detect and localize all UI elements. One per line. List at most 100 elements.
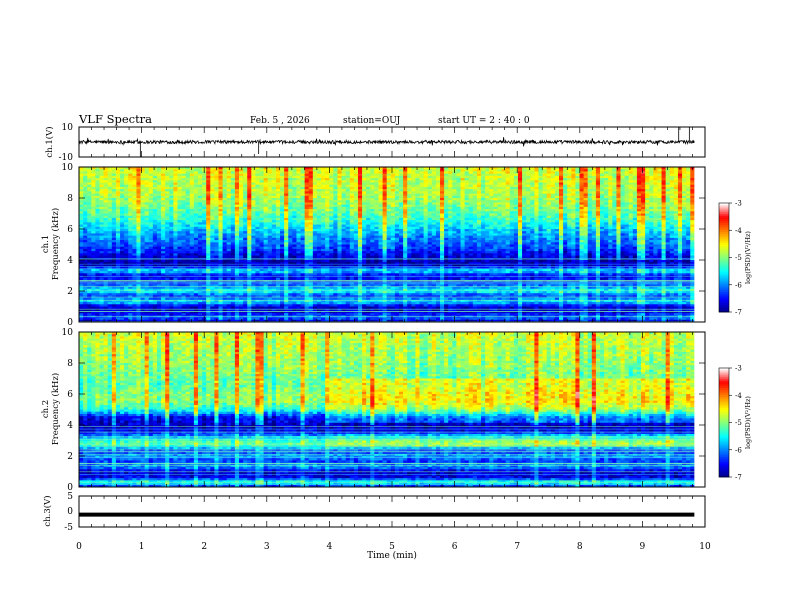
spectrogram-cell <box>493 195 498 199</box>
spectrogram-cell <box>501 171 507 175</box>
spectrogram-cell <box>83 198 88 201</box>
spectrogram-cell <box>362 198 367 201</box>
spectrogram-cell <box>608 226 613 230</box>
spectrogram-cell <box>558 173 564 177</box>
spectrogram-cell <box>476 202 482 206</box>
spectrogram-cell <box>214 173 219 177</box>
spectrogram-cell <box>222 206 228 210</box>
spectrogram-cell <box>444 211 449 214</box>
spectrogram-cell <box>415 217 420 221</box>
spectrogram-cell <box>612 200 617 203</box>
spectrogram-cell <box>120 220 125 223</box>
spectrogram-cell <box>612 215 617 219</box>
spectrogram-cell <box>444 195 449 199</box>
spectrogram-cell <box>329 235 334 239</box>
spectrogram-cell <box>238 182 244 186</box>
spectrogram-cell <box>185 195 191 199</box>
spectrogram-cell <box>546 184 552 188</box>
spectrogram-cell <box>91 193 96 197</box>
spectrogram-cell <box>550 180 556 183</box>
spectrogram-cell <box>267 167 273 170</box>
spectrogram-cell <box>288 235 293 239</box>
spectrogram-cell <box>83 211 88 214</box>
spectrogram-cell <box>669 198 675 201</box>
spectrogram-cell <box>353 193 359 197</box>
spectrogram-cell <box>304 211 310 214</box>
spectrogram-cell <box>349 171 355 175</box>
spectrogram-cell <box>653 167 658 170</box>
spectrogram-cell <box>111 191 117 194</box>
spectrogram-cell <box>202 213 207 217</box>
spectrogram-cell <box>604 191 609 194</box>
spectrogram-cell <box>645 193 650 197</box>
spectrogram-cell <box>267 191 273 194</box>
spectrogram-cell <box>407 222 412 225</box>
spectrogram-cell <box>517 233 523 237</box>
spectrogram-cell <box>247 191 252 194</box>
spectrogram-cell <box>333 173 338 177</box>
spectrogram-cell <box>595 186 601 190</box>
spectrogram-cell <box>645 220 650 223</box>
spectrogram-cell <box>124 198 129 201</box>
spectrogram-cell <box>620 193 626 197</box>
spectrogram-cell <box>571 167 576 170</box>
spectrogram-cell <box>600 235 605 239</box>
spectrogram-cell <box>243 173 248 177</box>
spectrogram-cell <box>452 235 457 239</box>
spectrogram-cell <box>300 171 306 175</box>
spectrogram-cell <box>522 189 527 192</box>
spectrogram-cell <box>464 235 470 239</box>
spectrogram-cell <box>550 171 556 175</box>
spectrogram-cell <box>423 173 429 177</box>
spectrogram-cell <box>489 171 494 175</box>
spectrogram-cell <box>403 182 408 186</box>
spectrogram-cell <box>247 229 252 232</box>
spectrogram-cell <box>534 222 539 225</box>
spectrogram-cell <box>156 224 162 228</box>
spectrogram-cell <box>321 175 326 179</box>
spectrogram-cell <box>628 184 634 188</box>
spectrogram-cell <box>103 173 109 177</box>
spectrogram-cell <box>587 198 593 201</box>
spectrogram-cell <box>177 186 182 190</box>
spectrogram-cell <box>357 184 363 188</box>
spectrogram-cell <box>554 193 560 197</box>
spectrogram-cell <box>280 198 285 201</box>
spectrogram-cell <box>222 217 228 221</box>
spectrogram-cell <box>148 202 154 206</box>
spectrogram-cell <box>111 184 117 188</box>
spectrogram-cell <box>604 184 609 188</box>
spectrogram-cell <box>595 189 601 192</box>
spectrogram-cell <box>567 202 572 206</box>
spectrogram-cell <box>517 167 523 170</box>
spectrogram-cell <box>271 200 277 203</box>
spectrogram-cell <box>579 229 584 232</box>
spectrogram-cell <box>353 235 359 239</box>
spectrogram-cell <box>636 217 642 221</box>
spectrogram-cell <box>349 209 355 212</box>
spectrogram-cell <box>206 233 211 237</box>
spectrogram-cell <box>624 231 630 234</box>
spectrogram-cell <box>415 189 420 192</box>
spectrogram-cell <box>226 178 232 181</box>
spectrogram-cell <box>132 186 137 190</box>
spectrogram-cell <box>386 184 392 188</box>
spectrogram-cell <box>628 195 634 199</box>
spectrogram-cell <box>616 182 621 186</box>
spectrogram-cell <box>169 213 174 217</box>
spectrogram-cell <box>608 191 613 194</box>
spectrogram-cell <box>460 189 466 192</box>
spectrogram-cell <box>394 233 400 237</box>
spectrogram-cell <box>263 193 269 197</box>
spectrogram-cell <box>111 200 117 203</box>
spectrogram-cell <box>460 204 466 208</box>
spectrogram-cell <box>99 186 105 190</box>
spectrogram-cell <box>546 198 552 201</box>
spectrogram-cell <box>288 173 293 177</box>
spectrogram-cell <box>403 178 408 181</box>
spectrogram-cell <box>132 200 137 203</box>
spectrogram-cell <box>682 173 687 177</box>
spectrogram-cell <box>366 180 371 183</box>
spectrogram-cell <box>304 171 310 175</box>
spectrogram-cell <box>653 180 658 183</box>
